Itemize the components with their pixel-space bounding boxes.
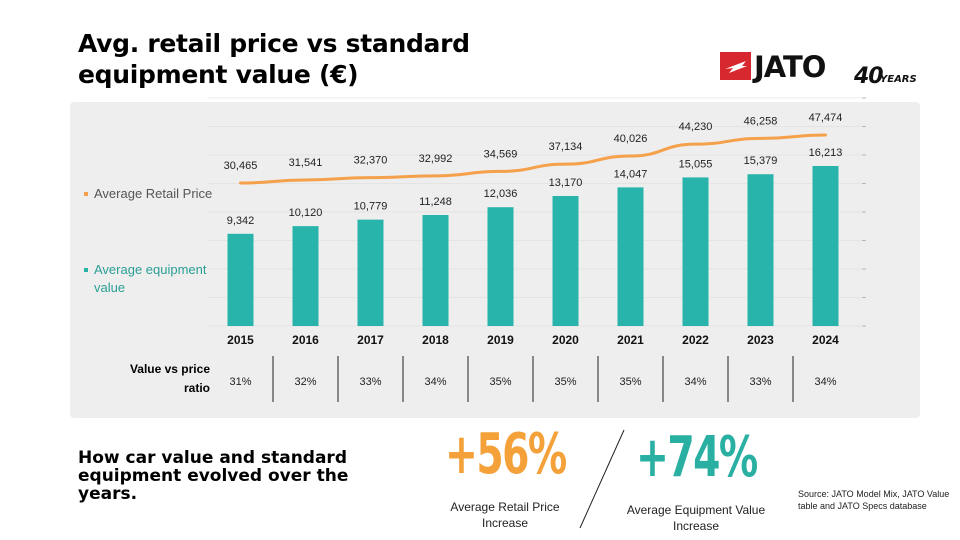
x-tick-label-2021: 2021	[617, 333, 644, 347]
bar-equipment-2017	[357, 219, 384, 326]
data-label-equipment: 15,379	[744, 155, 778, 167]
jato-logo-mark-icon	[720, 52, 751, 80]
data-label-retail-price: 30,465	[224, 160, 258, 172]
legend-label: Average equipment value	[94, 262, 207, 295]
line-retail-price	[239, 133, 827, 185]
data-label-retail-price: 32,370	[354, 155, 388, 167]
bar-equipment-2022	[682, 177, 709, 326]
ratio-value-2017: 33%	[359, 376, 381, 388]
ratio-value-2018: 34%	[424, 376, 446, 388]
ratio-value-2015: 31%	[229, 376, 251, 388]
bar-equipment-2015	[227, 233, 254, 326]
ratio-value-2021: 35%	[619, 376, 641, 388]
data-label-equipment: 14,047	[614, 168, 648, 180]
logo-years-word: YEARS	[880, 74, 917, 85]
bar-equipment-2016	[292, 226, 319, 326]
data-label-retail-price: 34,569	[484, 148, 518, 160]
data-label-retail-price: 37,134	[549, 141, 583, 153]
x-tick-label-2022: 2022	[682, 333, 709, 347]
data-label-retail-price: 40,026	[614, 133, 648, 145]
x-tick-label-2015: 2015	[227, 333, 254, 347]
ratio-row-title: Value vs price ratio	[129, 362, 210, 395]
data-label-retail-price: 47,474	[809, 112, 843, 124]
data-label-equipment: 10,120	[289, 207, 323, 219]
data-label-equipment: 15,055	[679, 158, 713, 170]
data-label-retail-price: 31,541	[289, 157, 323, 169]
bar-equipment-2019	[487, 207, 514, 326]
x-tick-label-2019: 2019	[487, 333, 514, 347]
logo-years-number: 40	[854, 64, 884, 89]
equipment-increase-label: Average Equipment Value Increase	[626, 503, 766, 533]
data-label-retail-price: 32,992	[419, 153, 453, 165]
price-increase-label: Average Retail Price Increase	[450, 500, 560, 530]
logo-brand: JATO	[754, 50, 826, 84]
bar-equipment-2018	[422, 214, 449, 326]
data-label-equipment: 10,779	[354, 201, 388, 213]
data-label-retail-price: 46,258	[744, 115, 778, 127]
source-note: Source: JATO Model Mix, JATO Value table…	[798, 489, 950, 511]
data-label-equipment: 9,342	[227, 215, 255, 227]
legend-label: Average Retail Price	[94, 186, 213, 201]
ratio-value-2020: 35%	[554, 376, 576, 388]
bar-equipment-2020	[552, 196, 579, 326]
ratio-value-2016: 32%	[294, 376, 316, 388]
divider-slash	[579, 429, 625, 529]
x-tick-label-2016: 2016	[292, 333, 319, 347]
bar-equipment-2021	[617, 187, 644, 326]
ratio-value-2023: 33%	[749, 376, 771, 388]
bar-equipment-2024	[812, 166, 839, 326]
equipment-increase-value: +74%	[636, 425, 758, 490]
price-increase-value: +56%	[445, 422, 567, 487]
x-tick-label-2020: 2020	[552, 333, 579, 347]
bar-equipment-2023	[747, 174, 774, 326]
ratio-value-2019: 35%	[489, 376, 511, 388]
data-label-retail-price: 44,230	[679, 121, 713, 133]
x-tick-label-2017: 2017	[357, 333, 384, 347]
x-tick-label-2023: 2023	[747, 333, 774, 347]
legend-dot-icon	[84, 268, 88, 272]
jato-logo: JATO 40 YEARS	[720, 50, 917, 92]
bottom-headline: How car value and standard equipment evo…	[78, 448, 349, 504]
ratio-value-2022: 34%	[684, 376, 706, 388]
x-tick-label-2018: 2018	[422, 333, 449, 347]
data-label-equipment: 16,213	[809, 147, 843, 159]
x-tick-label-2024: 2024	[812, 333, 839, 347]
data-label-equipment: 11,248	[419, 196, 452, 208]
data-label-equipment: 12,036	[484, 188, 518, 200]
data-label-equipment: 13,170	[549, 177, 583, 189]
page-title: Avg. retail price vs standard equipment …	[78, 29, 470, 89]
legend-dot-icon	[84, 192, 88, 196]
ratio-value-2024: 34%	[814, 376, 836, 388]
